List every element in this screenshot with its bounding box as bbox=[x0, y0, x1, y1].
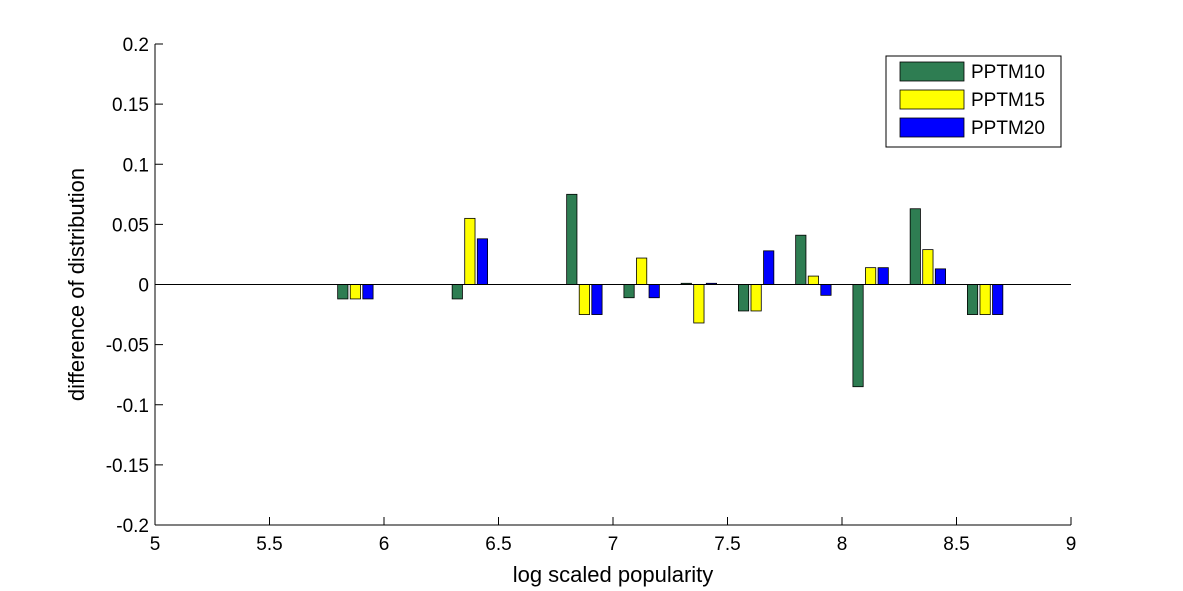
bar-pptm10 bbox=[795, 234, 807, 285]
y-tick-label: 0 bbox=[138, 276, 149, 297]
bar-pptm20 bbox=[763, 250, 775, 285]
x-tick-label: 6.5 bbox=[485, 534, 511, 555]
bar-pptm10 bbox=[451, 284, 463, 300]
x-tick-label: 7 bbox=[608, 534, 619, 555]
x-tick-label: 5.5 bbox=[256, 534, 282, 555]
x-axis-ticks: 5 5.5 6 6.5 7 7.5 8 8.5 9 bbox=[150, 517, 1077, 555]
bar-pptm15 bbox=[464, 217, 476, 285]
x-tick-label: 5 bbox=[150, 534, 161, 555]
bar-pptm15 bbox=[349, 284, 361, 300]
bar-pptm15 bbox=[693, 284, 705, 324]
bar-pptm20 bbox=[648, 284, 660, 299]
bar-pptm20 bbox=[362, 284, 374, 300]
bar-pptm10 bbox=[967, 284, 979, 315]
bar-pptm10 bbox=[852, 284, 864, 388]
y-axis-ticks: 0.2 0.15 0.1 0.05 0 -0.05 -0.1 -0.15 -0.2 bbox=[106, 35, 163, 537]
bar-pptm15 bbox=[865, 267, 877, 285]
x-axis-label: log scaled popularity bbox=[513, 562, 714, 587]
bar-pptm10 bbox=[909, 208, 921, 285]
legend-label: PPTM10 bbox=[971, 62, 1045, 83]
bar-pptm10 bbox=[738, 284, 750, 312]
bar-pptm10 bbox=[566, 193, 578, 285]
y-tick-label: 0.2 bbox=[123, 35, 149, 56]
legend-label: PPTM20 bbox=[971, 118, 1045, 139]
y-tick-label: -0.15 bbox=[106, 456, 149, 477]
bar-pptm15 bbox=[578, 284, 590, 315]
legend-swatch bbox=[899, 61, 965, 82]
legend: PPTM10 PPTM15 PPTM20 bbox=[885, 55, 1062, 148]
y-tick-label: 0.1 bbox=[123, 155, 149, 176]
x-tick-label: 8.5 bbox=[943, 534, 969, 555]
bar-pptm15 bbox=[922, 249, 934, 285]
y-axis-label: difference of distribution bbox=[64, 168, 89, 401]
legend-label: PPTM15 bbox=[971, 90, 1045, 111]
bar-pptm20 bbox=[820, 284, 832, 296]
x-tick-label: 8 bbox=[837, 534, 848, 555]
bar-pptm10 bbox=[623, 284, 635, 299]
bar-pptm20 bbox=[877, 267, 889, 285]
y-tick-label: -0.2 bbox=[116, 516, 149, 537]
bar-pptm15 bbox=[750, 284, 762, 312]
y-tick-label: 0.05 bbox=[112, 215, 149, 236]
bar-pptm10 bbox=[337, 284, 349, 300]
bar-pptm20 bbox=[476, 238, 488, 285]
x-tick-label: 6 bbox=[379, 534, 390, 555]
bar-pptm15 bbox=[979, 284, 991, 315]
x-tick-label: 7.5 bbox=[714, 534, 740, 555]
bar-pptm20 bbox=[934, 268, 946, 285]
bar-pptm20 bbox=[992, 284, 1004, 315]
bar-pptm20 bbox=[591, 284, 603, 315]
legend-swatch bbox=[899, 89, 965, 110]
y-tick-label: -0.1 bbox=[116, 396, 149, 417]
bars-group bbox=[337, 193, 1004, 388]
bar-pptm15 bbox=[636, 257, 648, 285]
y-tick-label: -0.05 bbox=[106, 336, 149, 357]
x-tick-label: 9 bbox=[1066, 534, 1077, 555]
legend-swatch bbox=[899, 117, 965, 138]
y-tick-label: 0.15 bbox=[112, 95, 149, 116]
bar-pptm15 bbox=[807, 275, 819, 285]
